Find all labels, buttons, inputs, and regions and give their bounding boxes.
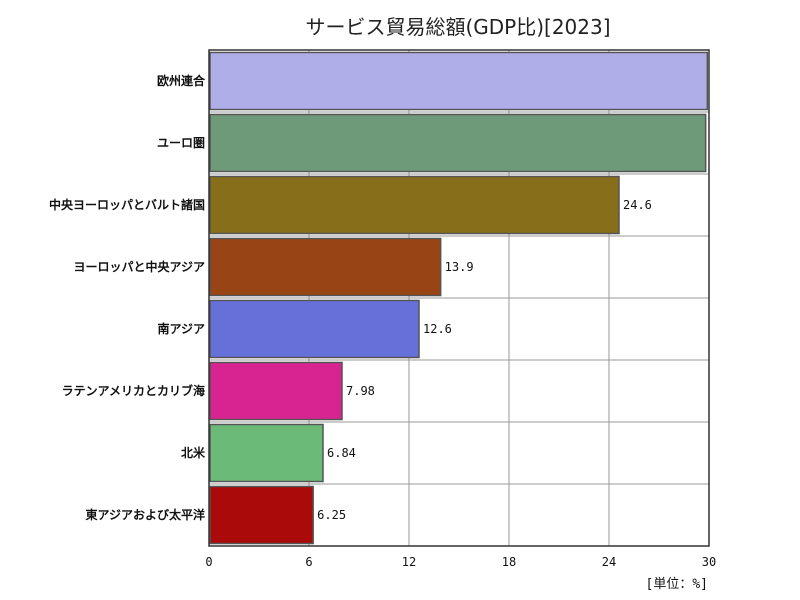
category-label: 東アジアおよび太平洋 [85, 507, 205, 522]
category-label: 南アジア [157, 321, 205, 336]
bar [209, 237, 442, 297]
chart-title: サービス貿易総額(GDP比)[2023] [305, 15, 610, 39]
category-label: 中央ヨーロッパとバルト諸国 [49, 197, 205, 212]
category-label: ユーロ圏 [157, 136, 205, 150]
category-label: 欧州連合 [157, 73, 206, 88]
x-tick-label: 6 [305, 555, 312, 569]
data-labels: 24.6 13.9 12.6 7.98 6.84 6.25 [317, 198, 652, 522]
x-tick-label: 24 [602, 555, 616, 569]
x-tick-label: 12 [402, 555, 416, 569]
data-label: 6.84 [327, 446, 356, 460]
data-label: 7.98 [346, 384, 375, 398]
x-tick-label: 30 [702, 555, 716, 569]
bar [209, 51, 709, 111]
unit-label: [単位：%] [646, 576, 708, 592]
x-tick-label: 18 [502, 555, 516, 569]
category-label: ラテンアメリカとカリブ海 [62, 383, 205, 398]
plot-frame [208, 49, 710, 547]
bar [209, 175, 620, 235]
bar [209, 361, 343, 421]
category-labels: 欧州連合ユーロ圏中央ヨーロッパとバルト諸国ヨーロッパと中央アジア南アジアラテンア… [49, 73, 206, 522]
category-label: ヨーロッパと中央アジア [73, 259, 205, 274]
bars [209, 51, 709, 545]
bar [209, 423, 324, 483]
data-label: 12.6 [423, 322, 452, 336]
bar [209, 113, 707, 173]
category-label: 北米 [181, 445, 206, 460]
data-label: 24.6 [623, 198, 652, 212]
bar [209, 299, 420, 359]
data-label: 6.25 [317, 508, 346, 522]
bar [209, 485, 314, 545]
x-tick-label: 0 [205, 555, 212, 569]
x-axis-ticks: 0 6 12 18 24 30 [205, 555, 716, 569]
data-label: 13.9 [445, 260, 474, 274]
